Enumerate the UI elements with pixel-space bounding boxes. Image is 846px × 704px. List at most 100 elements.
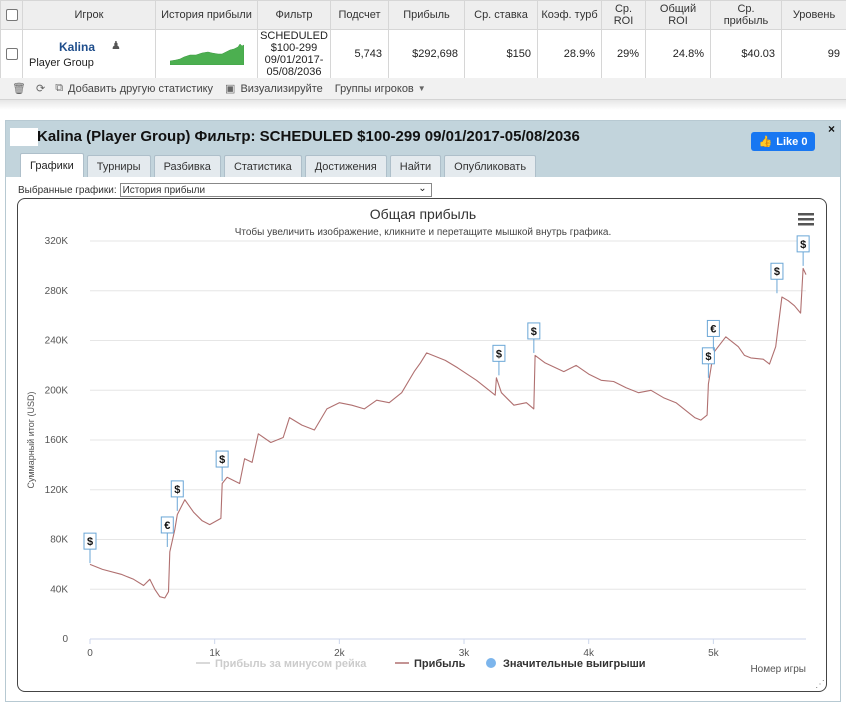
header-avg-profit[interactable]: Ср. прибыль [710,0,782,30]
chart-subtitle: Чтобы увеличить изображение, кликните и … [235,226,612,238]
level-cell: 99 [781,29,846,79]
x-tick-label: 4k [583,648,595,659]
add-stat-button[interactable]: ⧉ Добавить другую статистику [55,82,213,95]
x-tick-label: 0 [87,648,93,659]
tab-find[interactable]: Найти [389,155,442,177]
profit-chart[interactable]: Общая прибыль Чтобы увеличить изображение… [17,198,827,692]
big-win-label: € [710,323,716,335]
row-select-cell[interactable] [0,29,23,79]
player-groups-label: Группы игроков [334,82,414,95]
tab-statistics[interactable]: Статистика [223,155,302,177]
x-tick-label: 1k [209,648,221,659]
tab-publish[interactable]: Опубликовать [444,155,537,177]
big-win-marker[interactable]: € [706,319,720,351]
filter-cell: SCHEDULED $100-299 09/01/2017- 05/08/203… [257,29,331,79]
legend-rake-label: Прибыль за минусом рейка [215,658,367,670]
player-rank-icon: ♟ [111,39,121,52]
chart-selector-dropdown[interactable]: История прибыли ⌄ [119,183,432,197]
select-all-header[interactable] [0,0,23,30]
header-count[interactable]: Подсчет [330,0,389,30]
player-groups-dropdown[interactable]: Группы игроков ▼ [335,83,426,95]
big-win-marker[interactable]: $ [83,532,97,564]
x-axis-title: Номер игры [750,664,806,675]
profit-chart-svg[interactable]: Общая прибыль Чтобы увеличить изображение… [18,199,827,692]
legend-profit-label: Прибыль [414,658,466,670]
big-win-marker[interactable]: € [160,516,174,547]
panel-header: Kalina (Player Group) Фильтр: SCHEDULED … [6,121,840,177]
header-avg-roi[interactable]: Ср. ROI [601,0,646,30]
visualize-button[interactable]: ▣ Визуализируйте [225,82,323,96]
big-win-marker[interactable]: $ [170,480,184,511]
add-stat-label: Добавить другую статистику [68,82,214,95]
filter-line-4: 05/08/2036 [266,66,322,78]
big-win-label: $ [496,348,502,360]
close-icon[interactable]: × [827,122,835,136]
filter-line-3: 09/01/2017- [264,54,324,66]
filter-line-1: SCHEDULED [260,30,328,42]
avg-profit-cell: $40.03 [710,29,782,79]
big-win-marker[interactable]: $ [527,322,541,353]
image-icon: ▣ [225,83,236,95]
profit-cell: $292,698 [388,29,465,79]
resize-grip-icon[interactable]: ⋰ [815,679,825,690]
divider [0,100,846,110]
chart-selector-value: История прибыли [122,184,206,196]
big-win-label: $ [531,326,537,338]
stats-table: Игрок История прибыли Фильтр Подсчет При… [0,0,846,79]
visualize-label: Визуализируйте [240,82,323,95]
header-player[interactable]: Игрок [22,0,156,30]
header-turbo-ratio[interactable]: Коэф. турб [537,0,602,30]
trash-icon[interactable]: 🗑 [12,83,26,95]
tab-tournaments[interactable]: Турниры [86,155,151,177]
y-tick-label: 200K [45,385,69,396]
big-win-label: $ [800,239,806,251]
header-total-roi[interactable]: Общий ROI [645,0,711,30]
tab-charts[interactable]: Графики [20,153,84,177]
big-win-label: $ [705,351,711,363]
tab-achievements[interactable]: Достижения [304,155,387,177]
facebook-like-button[interactable]: 👍 Like 0 [751,132,815,151]
total-roi-cell: 24.8% [645,29,711,79]
row-checkbox[interactable] [5,48,18,61]
y-tick-label: 240K [45,336,69,347]
big-win-label: $ [774,266,780,278]
big-win-marker[interactable]: $ [492,344,506,376]
profit-series-line [89,267,807,599]
big-win-marker[interactable]: $ [215,450,229,482]
big-win-marker[interactable]: $ [796,235,810,266]
add-stat-icon: ⧉ [55,82,64,94]
y-tick-label: 320K [45,236,69,247]
refresh-icon[interactable]: ⟳ [35,83,46,95]
header-avg-stake[interactable]: Ср. ставка [464,0,538,30]
turbo-ratio-cell: 28.9% [537,29,602,79]
table-header-row: Игрок История прибыли Фильтр Подсчет При… [0,0,846,30]
y-tick-label: 160K [45,435,69,446]
y-tick-label: 80K [50,535,68,546]
x-tick-label: 5k [708,648,720,659]
select-all-checkbox[interactable] [5,9,18,22]
y-tick-label: 280K [45,286,69,297]
chart-title: Общая прибыль [370,206,476,222]
tab-breakdown[interactable]: Разбивка [153,155,221,177]
like-label: Like 0 [776,135,808,148]
big-win-label: $ [174,484,180,496]
caret-down-icon: ▼ [417,84,426,93]
chart-menu-icon[interactable] [798,213,814,226]
y-axis-title: Суммарный итог (USD) [26,391,36,488]
header-profit-history[interactable]: История прибыли [155,0,258,30]
mini-profit-chart[interactable] [169,43,244,65]
header-filter[interactable]: Фильтр [257,0,331,30]
table-row[interactable]: Kalina ♟ Player Group SCHEDULED $100-299… [0,29,846,79]
player-name-link[interactable]: Kalina [59,39,96,54]
profit-history-cell[interactable] [155,29,258,79]
player-cell[interactable]: Kalina ♟ Player Group [22,29,156,79]
big-win-marker[interactable]: $ [770,262,784,294]
panel-tabs: Графики Турниры Разбивка Статистика Дост… [20,153,539,177]
big-win-label: $ [219,454,225,466]
big-win-marker[interactable]: $ [701,347,715,378]
header-level[interactable]: Уровень [781,0,846,30]
y-tick-label: 120K [45,485,69,496]
y-tick-label: 40K [50,584,68,595]
header-profit[interactable]: Прибыль [388,0,465,30]
x-tick-label: 2k [334,648,346,659]
